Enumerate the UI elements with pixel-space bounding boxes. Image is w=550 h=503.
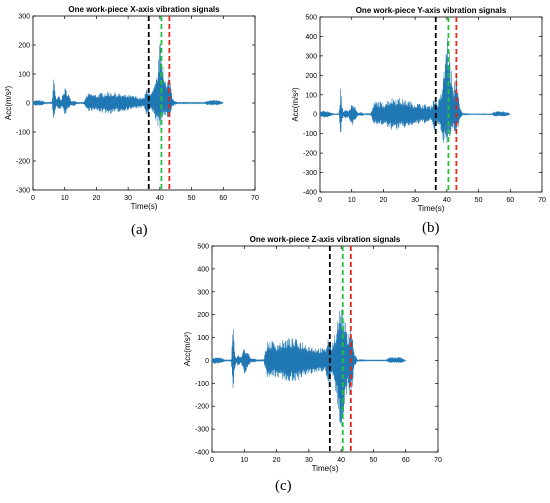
chart-panel-b: 0 10 20 30 40 50 60 70 -400 -300 -200 -100 0 100 200 30…: [291, 6, 546, 213]
plot-area: [211, 245, 439, 453]
y-tick-label: 400: [197, 266, 209, 273]
x-tick-label: 60: [506, 197, 514, 204]
y-tick-label: 300: [305, 53, 317, 60]
x-tick-label: 10: [61, 195, 69, 202]
x-tick-label: 0: [318, 197, 322, 204]
y-axis-label: Acc(m/s²): [4, 86, 13, 121]
y-tick-label: -400: [195, 450, 209, 457]
x-tick-label: 10: [240, 457, 248, 464]
y-tick-label: 500: [305, 15, 317, 22]
x-axis-label: Time(s): [418, 204, 445, 213]
y-tick-label: 200: [197, 312, 209, 319]
y-tick-label: 500: [197, 244, 209, 251]
y-tick-label: -200: [16, 159, 30, 166]
chart-panel-c: 0 10 20 30 40 50 60 70 -400 -300 -200 -100 0 100 200 30…: [183, 235, 442, 473]
x-tick-label: 60: [219, 195, 227, 202]
chart-panel-a: 0 10 20 30 40 50 60 70 -300 -200 -100 0 100 200 300 One…: [4, 5, 259, 211]
x-tick-label: 50: [475, 197, 483, 204]
x-tick-label: 30: [124, 195, 132, 202]
plot-area: [319, 16, 543, 193]
y-tick-label: -100: [195, 381, 209, 388]
y-tick-label: 100: [305, 92, 317, 99]
y-tick-label: 100: [197, 335, 209, 342]
caption-c: (c): [275, 478, 292, 494]
x-tick-label: 70: [538, 197, 546, 204]
x-tick-label: 40: [443, 197, 451, 204]
x-tick-label: 70: [251, 195, 259, 202]
chart-title: One work-piece Y-axis vibration signals: [356, 6, 507, 15]
y-tick-label: 200: [18, 43, 30, 50]
signal-series: [32, 44, 224, 129]
x-tick-label: 10: [348, 197, 356, 204]
caption-a: (a): [131, 222, 148, 238]
y-tick-label: -400: [303, 190, 317, 197]
y-axis-label: Acc(m/s²): [183, 332, 192, 367]
chart-title: One work-piece Z-axis vibration signals: [250, 235, 401, 244]
y-tick-label: -100: [16, 130, 30, 137]
caption-b: (b): [422, 220, 440, 236]
x-tick-label: 70: [434, 457, 442, 464]
y-tick-label: 100: [18, 72, 30, 79]
x-axis-label: Time(s): [312, 464, 339, 473]
y-tick-label: 0: [313, 112, 317, 119]
y-tick-label: 200: [305, 73, 317, 80]
y-tick-label: -200: [195, 404, 209, 411]
y-tick-label: -200: [303, 151, 317, 158]
y-axis-label: Acc(m/s²): [291, 87, 300, 122]
x-tick-label: 50: [188, 195, 196, 202]
y-tick-label: -300: [195, 427, 209, 434]
y-tick-label: -100: [303, 131, 317, 138]
y-tick-label: 400: [305, 34, 317, 41]
x-tick-label: 30: [411, 197, 419, 204]
x-tick-label: 0: [210, 457, 214, 464]
chart-title: One work-piece X-axis vibration signals: [68, 5, 220, 14]
y-tick-label: 300: [197, 289, 209, 296]
signal-series: [319, 38, 511, 143]
x-tick-label: 60: [402, 457, 410, 464]
y-tick-label: 300: [18, 14, 30, 21]
y-tick-label: 0: [26, 101, 30, 108]
x-tick-label: 20: [93, 195, 101, 202]
x-tick-label: 30: [305, 457, 313, 464]
y-tick-label: -300: [16, 188, 30, 195]
x-axis-label: Time(s): [131, 202, 158, 211]
x-tick-label: 50: [370, 457, 378, 464]
x-tick-label: 0: [31, 195, 35, 202]
y-tick-label: 0: [205, 358, 209, 365]
y-tick-label: -300: [303, 170, 317, 177]
x-tick-label: 20: [273, 457, 281, 464]
x-tick-label: 40: [337, 457, 345, 464]
x-tick-label: 20: [380, 197, 388, 204]
signal-series: [211, 309, 406, 426]
x-tick-label: 40: [156, 195, 164, 202]
